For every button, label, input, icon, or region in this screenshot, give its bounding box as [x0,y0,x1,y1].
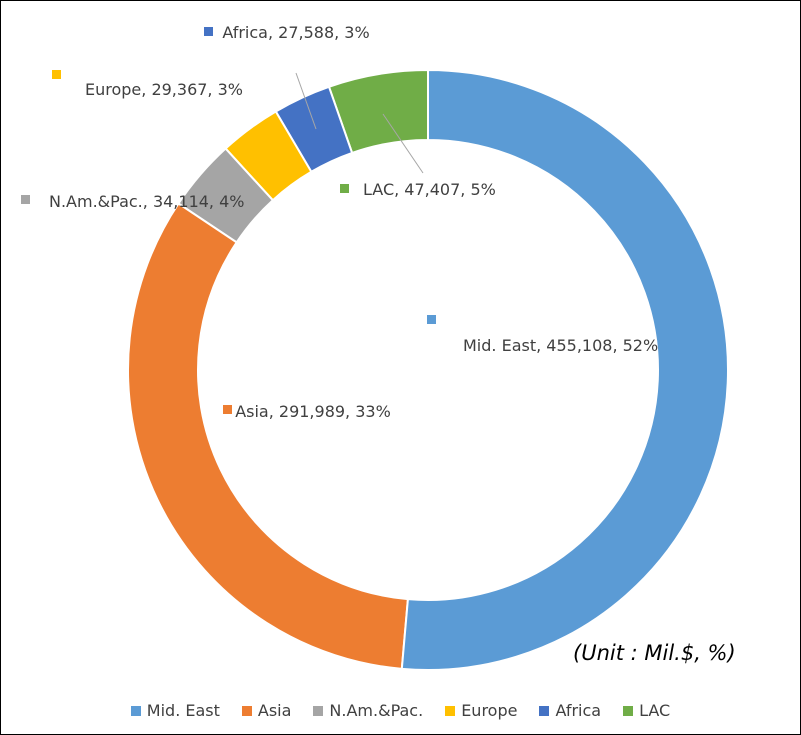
data-label: Mid. East, 455,108, 52% [463,336,659,355]
legend-swatch [313,705,324,716]
legend-entry: Mid. East [130,701,220,720]
legend-swatch [130,705,141,716]
data-label: Africa, 27,588, 3% [222,23,370,42]
legend: Mid. East Asia N.Am.&Pac. Europe Africa LAC [1,701,800,720]
donut-segment [224,110,313,202]
legend-label: Mid. East [146,701,220,720]
legend-label: N.Am.&Pac. [329,701,424,720]
legend-label: LAC [639,701,671,720]
legend-entry: Europe [445,701,517,720]
label-marker [427,315,436,324]
leader-line [382,113,424,174]
legend-entry: Africa [539,701,601,720]
legend-label: Asia [257,701,292,720]
donut-segment [127,202,410,670]
label-marker [204,27,213,36]
label-marker [52,70,61,79]
data-label: N.Am.&Pac., 34,114, 4% [49,192,245,211]
label-marker [223,405,232,414]
legend-label: Europe [461,701,518,720]
donut-segment [400,68,730,671]
unit-annotation: (Unit : Mil.$, %) [573,641,736,665]
legend-swatch [539,705,550,716]
data-label: Europe, 29,367, 3% [85,80,243,99]
leader-line [295,72,317,130]
data-label: Asia, 291,989, 33% [235,402,391,421]
legend-swatch [241,705,252,716]
legend-label: Africa [555,701,602,720]
label-marker [21,195,30,204]
legend-entry: LAC [623,701,670,720]
legend-swatch [623,705,634,716]
label-marker [340,184,349,193]
data-label: LAC, 47,407, 5% [363,180,496,199]
legend-entry: N.Am.&Pac. [313,701,423,720]
legend-swatch [445,705,456,716]
donut-segment [274,85,354,174]
legend-entry: Asia [241,701,292,720]
